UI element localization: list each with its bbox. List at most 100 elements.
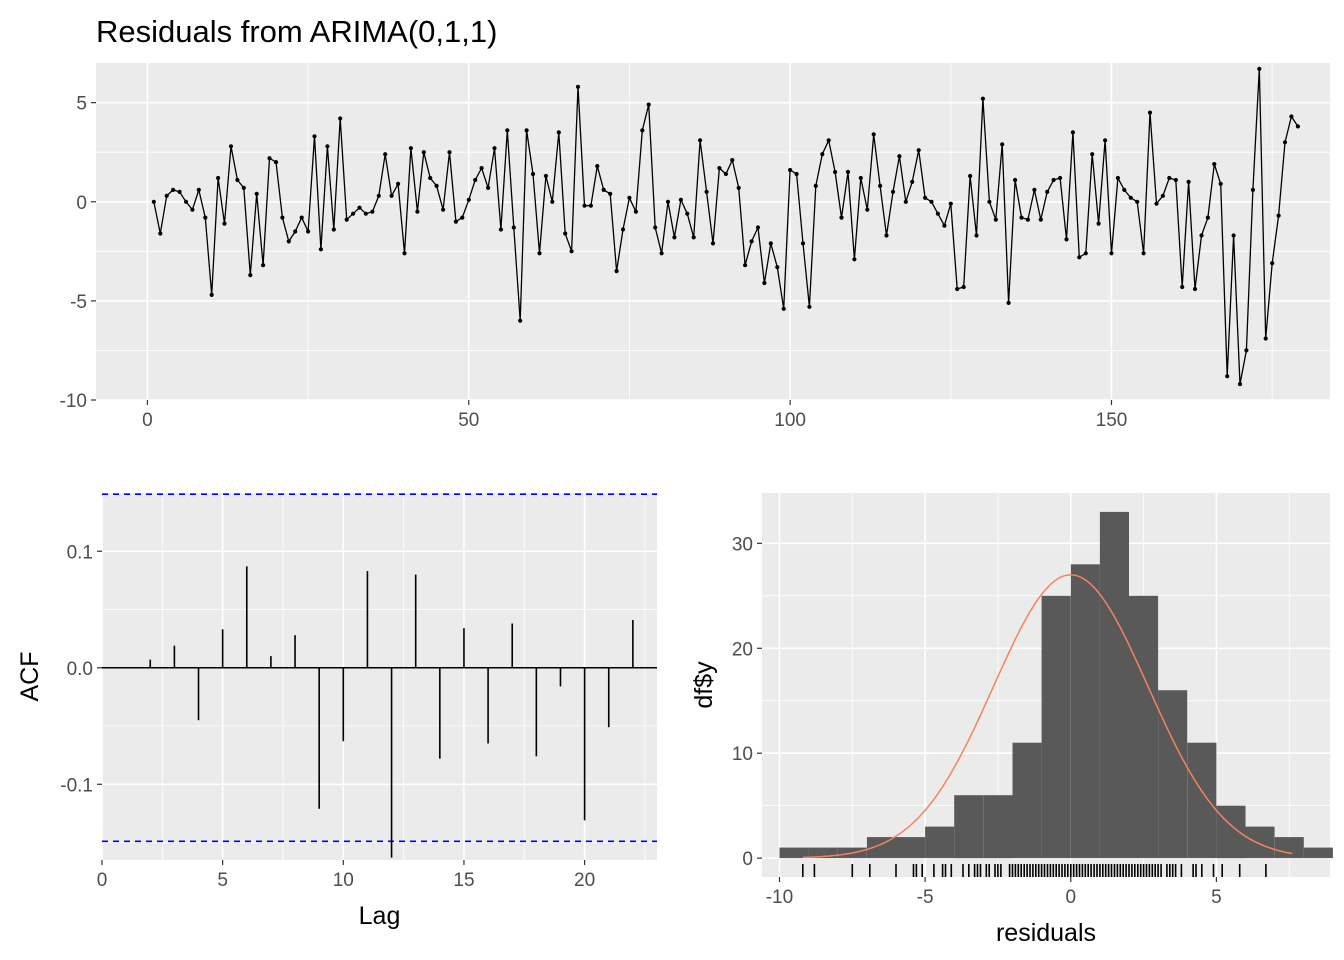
residual-point bbox=[897, 154, 902, 159]
residual-point bbox=[556, 130, 561, 135]
panel-background bbox=[96, 63, 1330, 400]
residual-point bbox=[878, 183, 883, 188]
residual-point bbox=[672, 235, 677, 240]
histogram-bar bbox=[1129, 595, 1159, 859]
acf-panel: 0 5 10 15 20 -0.1 0.0 0.1 Lag ACF bbox=[16, 493, 657, 930]
residual-point bbox=[871, 132, 876, 137]
residual-point bbox=[608, 191, 613, 196]
residual-point bbox=[582, 203, 587, 208]
residual-point bbox=[1289, 114, 1294, 119]
y-tick-label: 20 bbox=[732, 639, 753, 660]
residual-point bbox=[338, 116, 343, 121]
residual-point bbox=[910, 179, 915, 184]
residual-point bbox=[1058, 175, 1063, 181]
residual-point bbox=[665, 199, 671, 204]
x-tick-label: 20 bbox=[574, 870, 595, 891]
residual-point bbox=[1077, 255, 1082, 260]
residual-point bbox=[929, 199, 934, 204]
histogram-bar bbox=[1274, 837, 1304, 859]
residual-point bbox=[248, 273, 253, 278]
residual-point bbox=[1282, 140, 1288, 145]
residual-point bbox=[1192, 286, 1198, 292]
residual-point bbox=[627, 195, 632, 200]
residual-point bbox=[299, 215, 304, 220]
histogram-bar bbox=[1099, 511, 1129, 859]
residual-point bbox=[505, 128, 510, 133]
residual-point bbox=[1276, 213, 1281, 218]
residual-point bbox=[466, 197, 471, 202]
residual-point bbox=[1025, 217, 1030, 222]
histogram-bar bbox=[983, 795, 1013, 859]
residual-point bbox=[228, 144, 234, 149]
residual-point bbox=[190, 207, 195, 212]
residual-point bbox=[370, 209, 375, 214]
residual-point bbox=[312, 134, 317, 139]
residual-point bbox=[685, 211, 690, 216]
residual-point bbox=[955, 286, 960, 292]
residual-point bbox=[1244, 348, 1249, 353]
residual-point bbox=[151, 199, 156, 204]
residual-point bbox=[363, 211, 368, 216]
residual-point bbox=[318, 247, 323, 252]
residual-point bbox=[1032, 187, 1037, 192]
residual-point bbox=[447, 150, 452, 155]
residual-point bbox=[1038, 217, 1043, 222]
residual-point bbox=[633, 209, 639, 214]
x-tick-label: 0 bbox=[1065, 887, 1076, 908]
y-tick-label: 0.0 bbox=[67, 659, 93, 680]
residual-point bbox=[1051, 177, 1056, 183]
residual-point bbox=[498, 227, 503, 232]
residual-point bbox=[1115, 175, 1120, 181]
residual-point bbox=[273, 160, 279, 165]
y-tick-label: -5 bbox=[70, 292, 87, 313]
residual-point bbox=[1154, 201, 1159, 206]
residual-point bbox=[1160, 193, 1165, 198]
residual-point bbox=[421, 150, 426, 155]
x-tick-label: 150 bbox=[1096, 410, 1128, 431]
residual-point bbox=[241, 185, 246, 190]
residual-point bbox=[620, 227, 626, 232]
residual-point bbox=[306, 229, 311, 234]
residual-point bbox=[935, 211, 941, 216]
residual-point bbox=[762, 280, 767, 286]
y-tick-label: 5 bbox=[76, 94, 87, 115]
residual-point bbox=[948, 201, 953, 206]
residual-point bbox=[961, 284, 966, 290]
x-tick-label: -5 bbox=[917, 887, 934, 908]
residual-point bbox=[653, 225, 658, 230]
residual-point bbox=[376, 193, 381, 198]
residual-point bbox=[1096, 221, 1101, 226]
residual-point bbox=[659, 251, 664, 256]
residual-point bbox=[235, 177, 240, 183]
residual-point bbox=[1218, 181, 1223, 186]
residual-point bbox=[396, 181, 401, 186]
residual-point bbox=[280, 215, 285, 220]
residual-point bbox=[749, 239, 754, 244]
residual-point bbox=[216, 175, 221, 181]
residual-point bbox=[344, 217, 349, 222]
residual-point bbox=[968, 173, 973, 179]
residual-point bbox=[537, 251, 542, 256]
y-tick-label: -0.1 bbox=[60, 775, 93, 796]
residual-point bbox=[1128, 195, 1133, 200]
y-tick-label: 0 bbox=[76, 193, 87, 214]
residual-point bbox=[196, 187, 201, 192]
residual-point bbox=[845, 169, 851, 175]
residual-point bbox=[743, 263, 748, 268]
residual-point bbox=[768, 241, 773, 246]
residual-point bbox=[987, 199, 992, 204]
residual-point bbox=[1064, 237, 1069, 242]
residual-point bbox=[923, 195, 928, 200]
residual-point bbox=[383, 152, 388, 157]
residual-point bbox=[755, 225, 761, 230]
residual-point bbox=[267, 156, 272, 161]
residual-point bbox=[730, 158, 735, 163]
residual-point bbox=[486, 185, 491, 190]
residual-point bbox=[1006, 300, 1011, 305]
panel-background bbox=[102, 493, 657, 860]
histogram-bar bbox=[1245, 826, 1275, 859]
residual-point bbox=[1000, 142, 1005, 147]
residual-point bbox=[1225, 374, 1230, 379]
residual-point bbox=[1270, 261, 1275, 266]
residual-point bbox=[1205, 215, 1210, 220]
